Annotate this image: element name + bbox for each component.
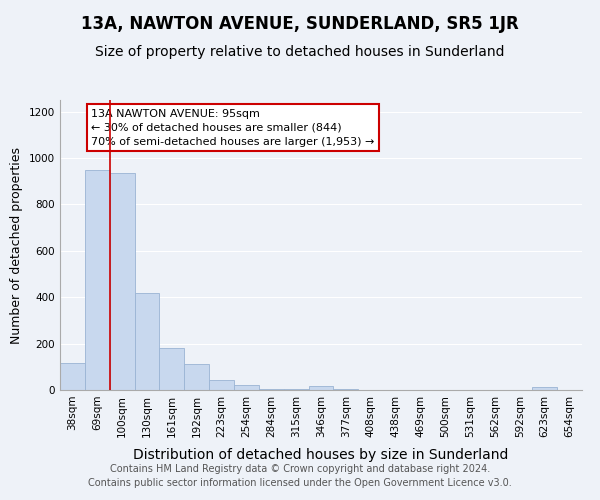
Bar <box>532 387 557 390</box>
Text: Distribution of detached houses by size in Sunderland: Distribution of detached houses by size … <box>133 448 509 462</box>
Bar <box>60 364 85 390</box>
Bar <box>134 292 160 390</box>
Bar <box>209 380 234 390</box>
Text: Contains HM Land Registry data © Crown copyright and database right 2024.
Contai: Contains HM Land Registry data © Crown c… <box>88 464 512 487</box>
Bar <box>284 389 308 390</box>
Bar <box>184 364 209 390</box>
Text: Size of property relative to detached houses in Sunderland: Size of property relative to detached ho… <box>95 45 505 59</box>
Bar <box>110 173 134 390</box>
Text: 13A NAWTON AVENUE: 95sqm
← 30% of detached houses are smaller (844)
70% of semi-: 13A NAWTON AVENUE: 95sqm ← 30% of detach… <box>91 108 374 146</box>
Bar <box>259 389 284 390</box>
Bar <box>334 389 358 390</box>
Bar <box>85 170 110 390</box>
Text: 13A, NAWTON AVENUE, SUNDERLAND, SR5 1JR: 13A, NAWTON AVENUE, SUNDERLAND, SR5 1JR <box>81 15 519 33</box>
Y-axis label: Number of detached properties: Number of detached properties <box>10 146 23 344</box>
Bar <box>234 386 259 390</box>
Bar <box>308 386 334 390</box>
Bar <box>160 348 184 390</box>
